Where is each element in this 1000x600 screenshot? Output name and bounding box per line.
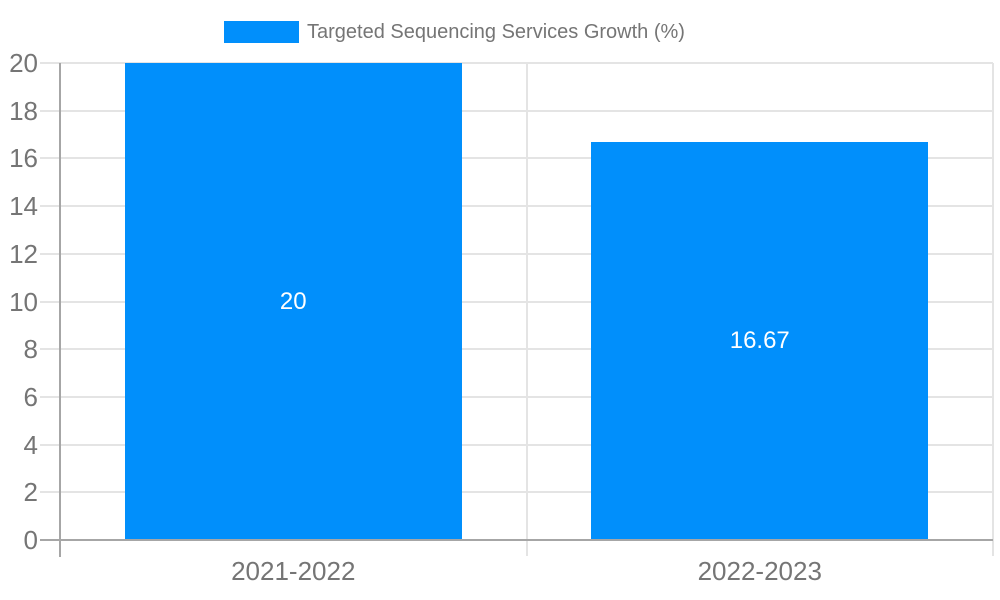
h-gridline: [40, 300, 993, 303]
y-tick-label: 4: [23, 429, 38, 460]
legend-item[interactable]: Targeted Sequencing Services Growth (%): [224, 21, 685, 43]
h-gridline: [40, 62, 993, 64]
y-tick-label: 10: [9, 286, 38, 317]
y-axis-line: [59, 63, 61, 557]
bar-value-label: 20: [279, 287, 307, 315]
bar-value-label: 16.67: [729, 327, 790, 355]
legend-swatch-icon: [224, 21, 299, 43]
y-tick-label: 6: [23, 381, 38, 412]
y-tick-label: 18: [9, 95, 38, 126]
h-gridline: [40, 348, 993, 351]
v-gridline: [992, 63, 994, 556]
h-gridline: [40, 205, 993, 208]
h-gridline: [40, 443, 993, 446]
h-gridline: [40, 109, 993, 112]
y-tick-label: 0: [23, 525, 38, 555]
x-axis-line: [40, 539, 993, 541]
h-gridline: [40, 252, 993, 255]
h-gridline: [40, 491, 993, 494]
h-gridline: [40, 395, 993, 398]
legend-label: Targeted Sequencing Services Growth (%): [307, 21, 685, 43]
bar-2021-2022[interactable]: 20: [124, 63, 462, 540]
v-gridline: [525, 63, 528, 556]
x-tick-label: 2021-2022: [231, 556, 356, 586]
bar-2022-2023[interactable]: 16.67: [591, 142, 929, 540]
y-tick-label: 12: [9, 238, 38, 269]
y-tick-label: 14: [9, 191, 38, 222]
y-tick-label: 16: [9, 143, 38, 174]
y-tick-label: 8: [23, 334, 38, 365]
x-tick-label: 2022-2023: [697, 556, 822, 586]
y-tick-label: 2: [23, 477, 38, 508]
y-tick-label: 20: [9, 48, 38, 78]
h-gridline: [40, 157, 993, 160]
